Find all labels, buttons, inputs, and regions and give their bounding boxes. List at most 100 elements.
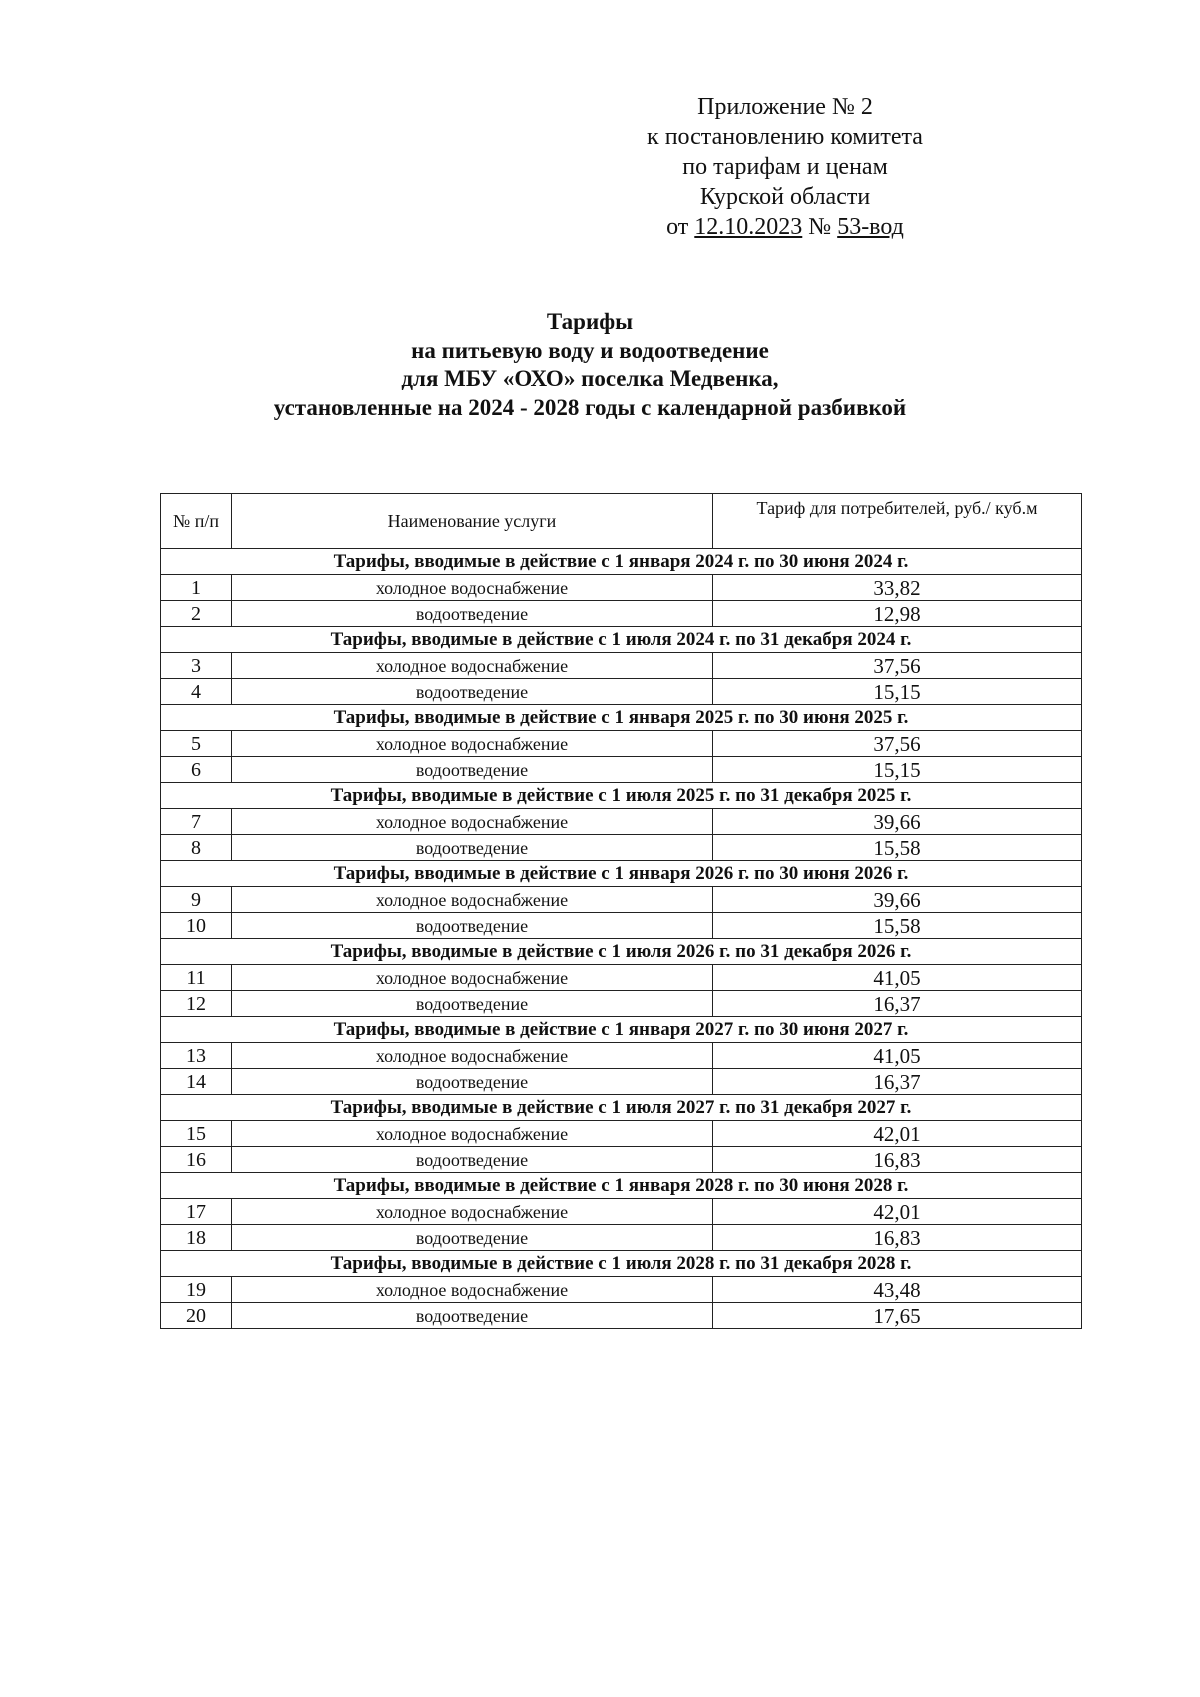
table-row: 20 водоотведение 17,65 [160,1302,1082,1329]
service-name: холодное водоснабжение [231,1198,713,1225]
title-line: на питьевую воду и водоотведение [411,337,769,363]
row-number: 16 [160,1146,232,1173]
title-line: Тарифы [546,309,634,334]
service-name: холодное водоснабжение [231,886,713,913]
section-row: Тарифы, вводимые в действие с 1 июля 202… [160,626,1082,653]
service-name: холодное водоснабжение [231,964,713,991]
row-number: 10 [160,912,232,939]
row-number: 13 [160,1042,232,1069]
tariff-value: 16,37 [712,990,1082,1017]
service-name: водоотведение [231,1224,713,1251]
row-number: 6 [160,756,232,783]
tariff-value: 15,58 [712,912,1082,939]
title-line: установленные на 2024 - 2028 годы с кале… [273,394,907,420]
appendix-line: Приложение № 2 [697,94,873,120]
section-title: Тарифы, вводимые в действие с 1 января 2… [160,1172,1082,1199]
service-name: холодное водоснабжение [231,574,713,601]
table-row: 12 водоотведение 16,37 [160,990,1082,1017]
header-service: Наименование услуги [231,493,713,549]
tariff-value: 42,01 [712,1198,1082,1225]
section-title: Тарифы, вводимые в действие с 1 июля 202… [160,626,1082,653]
table-row: 6 водоотведение 15,15 [160,756,1082,783]
table-row: 14 водоотведение 16,37 [160,1068,1082,1095]
table-row: 9 холодное водоснабжение 39,66 [160,886,1082,913]
service-name: холодное водоснабжение [231,652,713,679]
table-row: 8 водоотведение 15,58 [160,834,1082,861]
row-number: 7 [160,808,232,835]
tariff-value: 41,05 [712,1042,1082,1069]
row-number: 5 [160,730,232,757]
section-row: Тарифы, вводимые в действие с 1 января 2… [160,1016,1082,1043]
table-row: 15 холодное водоснабжение 42,01 [160,1120,1082,1147]
row-number: 8 [160,834,232,861]
section-title: Тарифы, вводимые в действие с 1 января 2… [160,548,1082,575]
section-title: Тарифы, вводимые в действие с 1 июля 202… [160,1250,1082,1277]
section-title: Тарифы, вводимые в действие с 1 января 2… [160,860,1082,887]
table-row: 18 водоотведение 16,83 [160,1224,1082,1251]
tariff-value: 15,15 [712,756,1082,783]
table-row: 7 холодное водоснабжение 39,66 [160,808,1082,835]
document-title: Тарифы на питьевую воду и водоотведение … [160,308,1020,422]
row-number: 12 [160,990,232,1017]
section-title: Тарифы, вводимые в действие с 1 июля 202… [160,782,1082,809]
service-name: водоотведение [231,990,713,1017]
service-name: водоотведение [231,1146,713,1173]
appendix-line: к постановлению комитета [647,124,923,150]
service-name: холодное водоснабжение [231,1276,713,1303]
service-name: водоотведение [231,834,713,861]
row-number: 4 [160,678,232,705]
row-number: 19 [160,1276,232,1303]
service-name: водоотведение [231,678,713,705]
table-row: 1 холодное водоснабжение 33,82 [160,574,1082,601]
row-number: 2 [160,600,232,627]
row-number: 17 [160,1198,232,1225]
tariff-value: 33,82 [712,574,1082,601]
table-row: 10 водоотведение 15,58 [160,912,1082,939]
section-row: Тарифы, вводимые в действие с 1 января 2… [160,860,1082,887]
appendix-line: Курской области [699,184,871,210]
service-name: водоотведение [231,600,713,627]
row-number: 1 [160,574,232,601]
row-number: 20 [160,1302,232,1329]
service-name: холодное водоснабжение [231,730,713,757]
tariff-value: 15,15 [712,678,1082,705]
section-row: Тарифы, вводимые в действие с 1 июля 202… [160,938,1082,965]
row-number: 11 [160,964,232,991]
table-header-row: № п/п Наименование услуги Тариф для потр… [160,493,1082,549]
table-row: 19 холодное водоснабжение 43,48 [160,1276,1082,1303]
service-name: холодное водоснабжение [231,808,713,835]
tariff-value: 41,05 [712,964,1082,991]
section-row: Тарифы, вводимые в действие с 1 января 2… [160,704,1082,731]
service-name: холодное водоснабжение [231,1120,713,1147]
row-number: 14 [160,1068,232,1095]
decree-number: 53-вод [837,214,904,240]
appendix-date-line: от 12.10.2023 № 53-вод [600,212,970,242]
tariff-value: 42,01 [712,1120,1082,1147]
table-row: 17 холодное водоснабжение 42,01 [160,1198,1082,1225]
section-row: Тарифы, вводимые в действие с 1 января 2… [160,548,1082,575]
table-row: 16 водоотведение 16,83 [160,1146,1082,1173]
row-number: 18 [160,1224,232,1251]
tariff-value: 39,66 [712,808,1082,835]
tariff-value: 16,83 [712,1146,1082,1173]
service-name: водоотведение [231,1068,713,1095]
section-row: Тарифы, вводимые в действие с 1 июля 202… [160,1094,1082,1121]
title-line: для МБУ «ОХО» поселка Медвенка, [401,366,779,391]
tariff-value: 16,37 [712,1068,1082,1095]
appendix-block: Приложение № 2 к постановлению комитета … [600,92,970,242]
service-name: водоотведение [231,912,713,939]
row-number: 9 [160,886,232,913]
header-num: № п/п [160,493,232,549]
header-tariff: Тариф для потребителей, руб./ куб.м [712,493,1082,549]
section-row: Тарифы, вводимые в действие с 1 января 2… [160,1172,1082,1199]
tariff-table: № п/п Наименование услуги Тариф для потр… [160,493,1082,1329]
decree-date: 12.10.2023 [694,214,803,240]
tariff-value: 15,58 [712,834,1082,861]
number-prefix: № [808,214,832,240]
section-title: Тарифы, вводимые в действие с 1 июля 202… [160,938,1082,965]
service-name: холодное водоснабжение [231,1042,713,1069]
tariff-value: 12,98 [712,600,1082,627]
tariff-value: 16,83 [712,1224,1082,1251]
tariff-value: 39,66 [712,886,1082,913]
